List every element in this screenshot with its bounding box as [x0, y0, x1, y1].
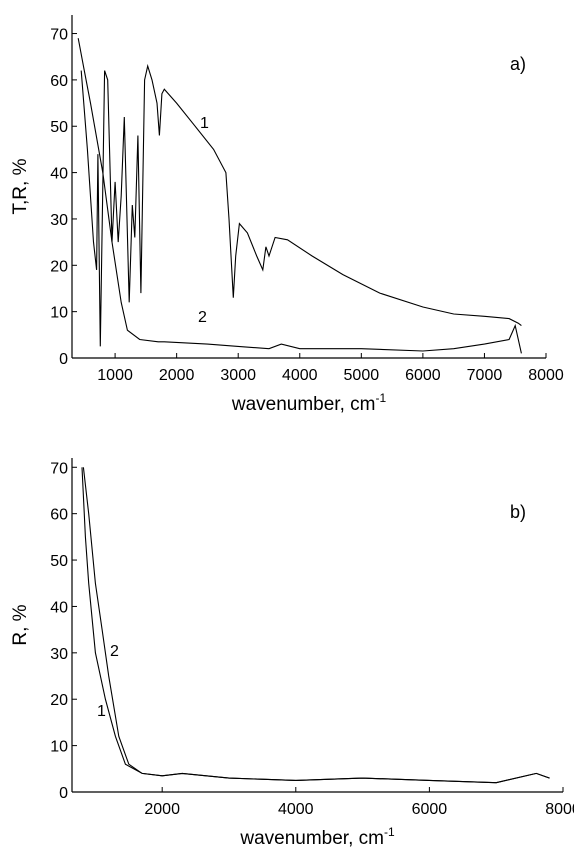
y-tick-label: 70: [50, 27, 68, 44]
y-tick-label: 10: [50, 305, 68, 322]
y-tick-label: 50: [50, 119, 68, 136]
y-tick-label: 60: [50, 507, 68, 524]
y-tick-label: 20: [50, 258, 68, 275]
x-tick-label: 6000: [412, 801, 448, 818]
y-axis-label: R, %: [10, 604, 31, 645]
y-tick-label: 60: [50, 73, 68, 90]
x-tick-label: 7000: [467, 367, 503, 384]
x-tick-label: 1000: [97, 367, 133, 384]
x-tick-label: 6000: [405, 367, 441, 384]
data-line: [82, 467, 550, 784]
x-label-text: wavenumber, cm: [239, 828, 384, 849]
y-tick-label: 40: [50, 599, 68, 616]
x-tick-label: 4000: [282, 367, 318, 384]
panel-label: a): [510, 54, 526, 74]
x-label-sup: -1: [384, 825, 395, 839]
data-line: [80, 63, 522, 347]
x-tick-label: 8000: [528, 367, 564, 384]
y-tick-label: 30: [50, 212, 68, 229]
data-line: [81, 467, 550, 784]
x-tick-label: 4000: [278, 801, 314, 818]
x-axis-label: wavenumber, cm-1: [239, 825, 395, 849]
y-tick-label: 50: [50, 553, 68, 570]
y-tick-label: 0: [59, 351, 68, 368]
series-label: 2: [198, 309, 207, 326]
series-label: 1: [200, 115, 209, 132]
x-tick-label: 8000: [545, 801, 574, 818]
x-label-text: wavenumber, cm: [231, 394, 376, 415]
x-tick-label: 5000: [344, 367, 380, 384]
x-tick-label: 3000: [220, 367, 256, 384]
y-tick-label: 0: [59, 785, 68, 802]
y-tick-label: 10: [50, 739, 68, 756]
y-tick-label: 20: [50, 692, 68, 709]
panel-label: b): [510, 502, 526, 522]
data-line: [77, 38, 522, 354]
y-axis-label: T,R, %: [10, 158, 31, 214]
series-label: 1: [97, 703, 106, 720]
x-tick-label: 2000: [144, 801, 180, 818]
x-label-sup: -1: [375, 391, 386, 405]
y-tick-label: 40: [50, 166, 68, 183]
x-axis-label: wavenumber, cm-1: [231, 391, 387, 415]
y-tick-label: 70: [50, 460, 68, 477]
y-tick-label: 30: [50, 646, 68, 663]
series-label: 2: [110, 643, 119, 660]
x-tick-label: 2000: [159, 367, 195, 384]
